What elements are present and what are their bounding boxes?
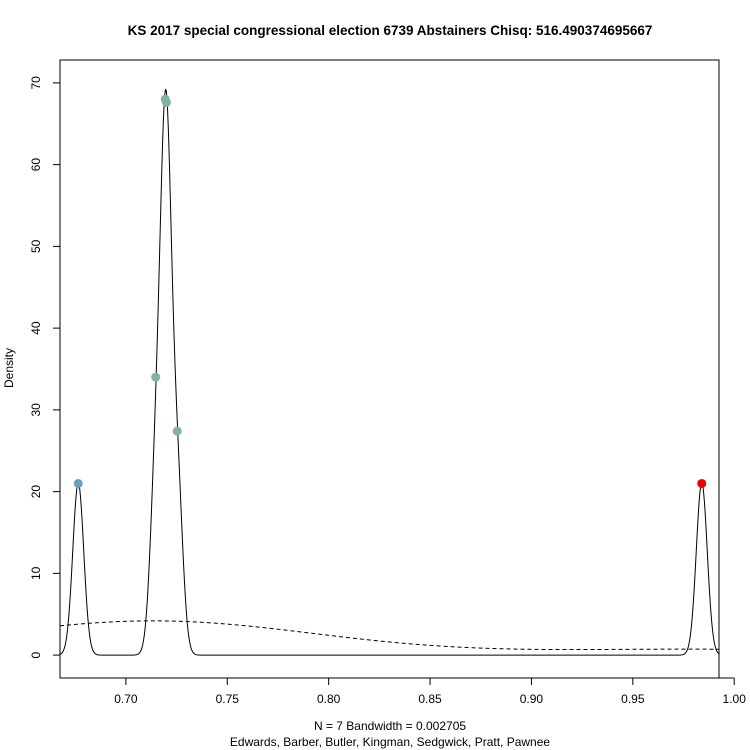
y-tick-label: 50	[29, 239, 43, 253]
data-point	[697, 478, 707, 488]
plot-frame	[59, 59, 720, 679]
x-tick-label: 1.00	[723, 692, 747, 706]
y-tick-label: 30	[29, 403, 43, 417]
chart-title: KS 2017 special congressional election 6…	[128, 23, 653, 38]
x-axis: 0.70 0.75 0.80 0.85 0.90 0.95 1.00	[114, 677, 747, 706]
y-tick-label: 0	[29, 651, 43, 658]
y-axis-label: Density	[2, 348, 16, 388]
x-tick-label: 0.70	[114, 692, 138, 706]
y-tick-label: 70	[29, 76, 43, 90]
y-tick-label: 60	[29, 158, 43, 172]
x-tick-label: 0.80	[317, 692, 341, 706]
data-point	[73, 478, 83, 488]
x-tick-label: 0.95	[621, 692, 645, 706]
data-points	[73, 94, 707, 488]
x-axis-label: N = 7 Bandwidth = 0.002705	[314, 719, 466, 733]
data-point	[151, 372, 161, 382]
data-point	[172, 426, 182, 436]
x-tick-label: 0.85	[418, 692, 442, 706]
y-tick-label: 20	[29, 485, 43, 499]
density-curve-solid	[59, 88, 720, 656]
x-tick-label: 0.75	[216, 692, 240, 706]
x-tick-label: 0.90	[520, 692, 544, 706]
density-curve-dashed	[59, 620, 719, 651]
y-tick-label: 40	[29, 321, 43, 335]
data-point	[161, 98, 171, 108]
density-curves	[59, 88, 720, 656]
x-axis-sublabel: Edwards, Barber, Butler, Kingman, Sedgwi…	[230, 735, 550, 749]
y-axis: 0 10 20 30 40 50 60 70	[29, 76, 61, 658]
y-tick-label: 10	[29, 566, 43, 580]
